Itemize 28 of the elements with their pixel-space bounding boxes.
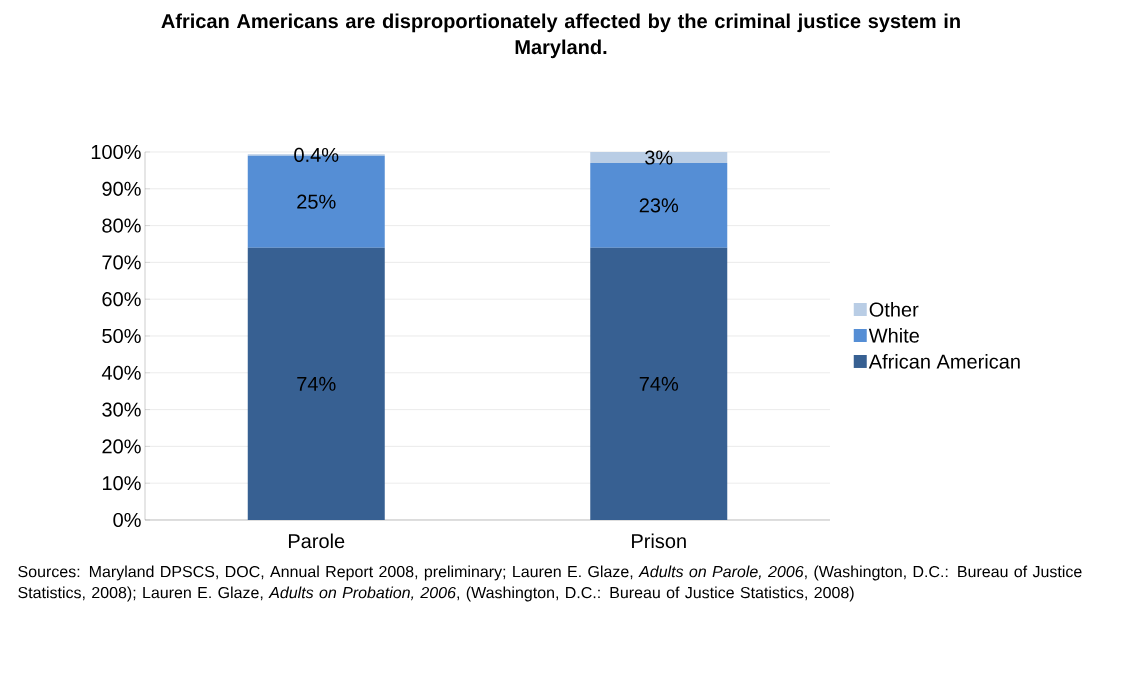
y-tick-label: 10% xyxy=(102,476,141,491)
legend-label: Other xyxy=(869,302,919,317)
y-tick-label: 70% xyxy=(102,255,141,270)
bar xyxy=(590,247,728,520)
data-label: 25% xyxy=(297,194,336,209)
y-tick-label: 100% xyxy=(91,144,141,160)
data-label: 23% xyxy=(639,198,679,213)
text: Sources: Maryland DPSCS, DOC, Annual Report 2008, preliminary; Lauren E. Glaze, Adults on Parole, 2006, (Washington, D.C.: Bureau of Justice Statistics, 2008); Lauren E. Glaze, Adults on Probation, 2006, (Washington, D.C.: Bureau of Justice Statistics, 2008) xyxy=(18,565,1082,602)
y-tick-label: 50% xyxy=(102,328,141,344)
data-label: 3% xyxy=(645,150,673,165)
bar xyxy=(590,163,728,248)
data-label: 74% xyxy=(297,376,336,391)
y-tick-label: 40% xyxy=(101,365,141,380)
chart-title: African Americans are disproportionately affected by the criminal justice system in Maryland. xyxy=(161,13,960,59)
x-tick-label: Parole xyxy=(288,533,345,549)
y-tick-label: 0% xyxy=(113,512,141,528)
y-tick-label: 60% xyxy=(102,292,141,307)
bar xyxy=(247,247,385,520)
y-tick-label: 80% xyxy=(102,218,141,233)
legend-label: White xyxy=(868,328,919,343)
y-tick-label: 20% xyxy=(102,439,141,454)
x-tick-label: Prison xyxy=(632,533,686,549)
y-tick-label: 90% xyxy=(102,181,141,196)
y-tick-label: 30% xyxy=(102,402,141,417)
bar xyxy=(590,152,728,164)
data-label: 74% xyxy=(639,376,679,391)
data-label: 0.4% xyxy=(294,147,339,163)
legend-label: African American xyxy=(868,353,1020,369)
